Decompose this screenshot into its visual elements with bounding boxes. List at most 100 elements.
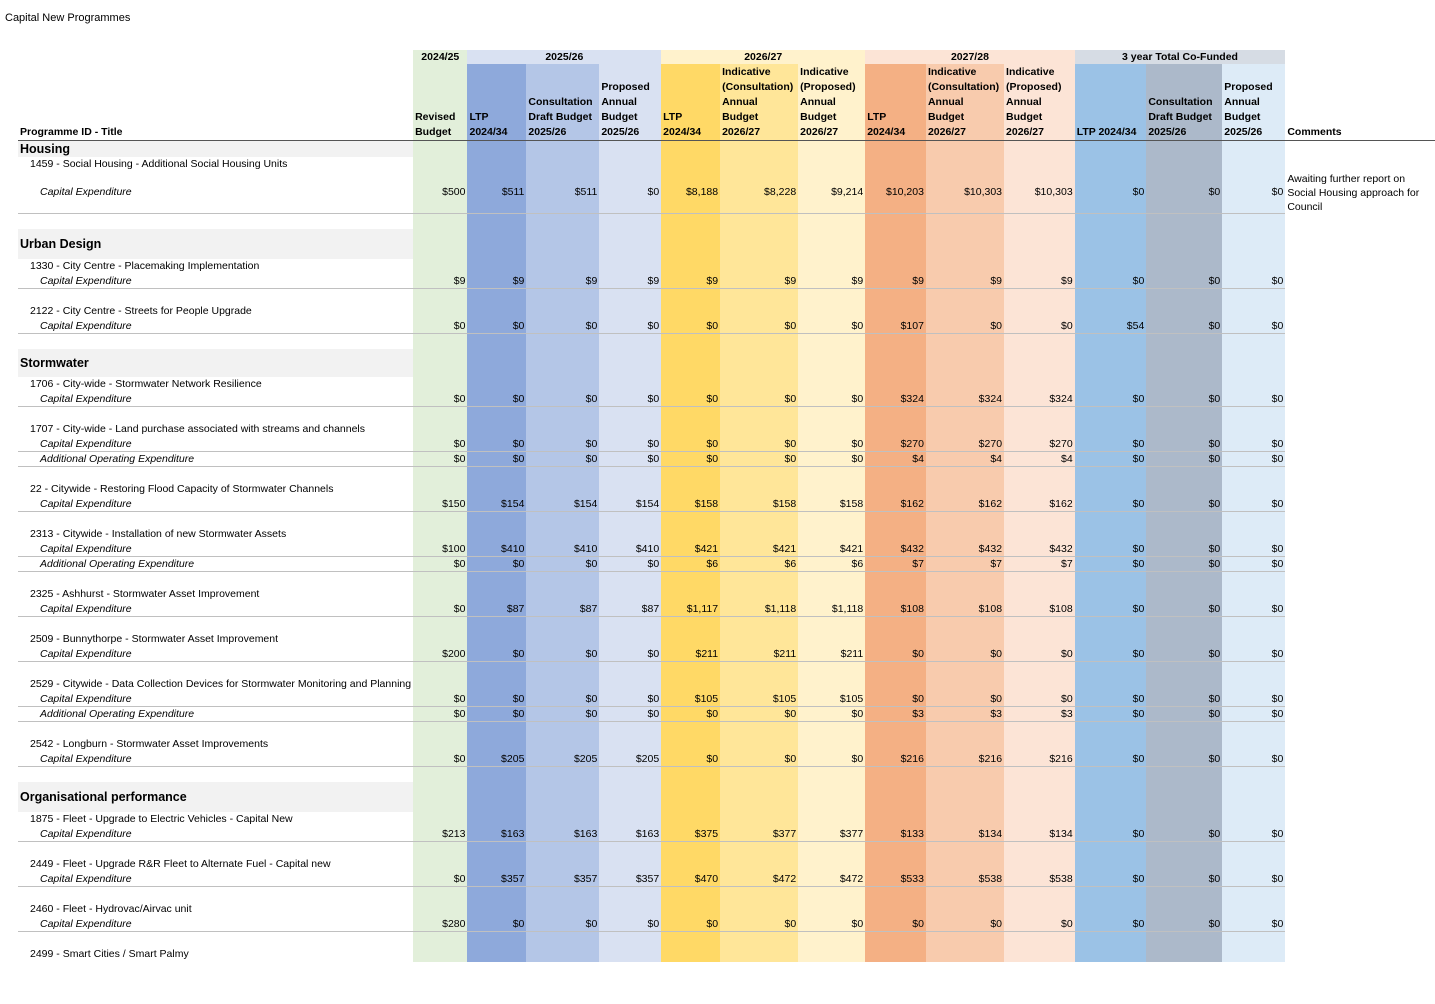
empty-cell [1285,707,1435,722]
value-cell: $0 [1146,706,1223,722]
value-cell: $472 [798,871,866,887]
empty-cell [661,946,721,962]
value-cell: $163 [467,826,527,842]
value-cell: $0 [1074,871,1147,887]
line-item-label: Capital Expenditure [18,171,414,214]
value-cell: $87 [599,601,662,617]
empty-cell [661,736,721,752]
programme-row: 2122 - City Centre - Streets for People … [18,303,1435,319]
value-cell: $87 [526,601,600,617]
empty-cell [661,661,721,677]
value-cell: $0 [599,451,662,467]
empty-cell [925,676,1005,692]
empty-cell [1285,319,1435,334]
empty-cell [798,586,866,602]
value-cell: $324 [925,391,1005,407]
empty-cell [925,258,1005,274]
value-cell: $0 [467,691,527,707]
spacer-row [18,841,1435,857]
empty-cell [1222,571,1286,587]
programme-title: 2529 - Citywide - Data Collection Device… [30,678,412,690]
value-cell: $8,188 [661,171,721,214]
empty-cell [467,586,527,602]
empty-cell [1222,901,1286,917]
empty-cell [661,348,721,377]
value-cell: $0 [1146,273,1223,289]
empty-cell [1285,467,1435,482]
value-cell: $0 [413,436,468,452]
value-cell: $87 [467,601,527,617]
value-cell: $0 [413,318,468,334]
empty-cell [1004,586,1075,602]
value-cell: $0 [467,318,527,334]
empty-cell [526,406,600,422]
empty-cell [661,886,721,902]
section-title: Organisational performance [18,781,414,812]
line-item-label: Capital Expenditure [18,916,414,932]
empty-cell [798,348,866,377]
empty-cell [1222,886,1286,902]
empty-cell [1285,407,1435,422]
value-cell: $9,214 [798,171,866,214]
empty-cell [1004,466,1075,482]
empty-cell [1146,526,1223,542]
value-cell: $9 [720,273,799,289]
empty-cell [526,511,600,527]
empty-cell [1285,902,1435,917]
empty-cell [1146,586,1223,602]
empty-cell [1074,228,1147,259]
empty-cell [798,140,866,157]
empty-cell [865,228,926,259]
value-cell: $0 [798,436,866,452]
empty-cell [865,258,926,274]
value-cell: $0 [661,706,721,722]
spacer-row [18,333,1435,349]
value-cell: $0 [1222,691,1286,707]
empty-cell [1222,156,1286,172]
empty-cell [1222,781,1286,812]
empty-cell [467,258,527,274]
value-cell: $54 [1074,318,1147,334]
programme-row: 2529 - Citywide - Data Collection Device… [18,676,1435,692]
empty-cell [865,156,926,172]
empty-cell [1285,349,1435,377]
empty-cell [925,586,1005,602]
value-cell: $0 [1222,706,1286,722]
value-cell: $0 [599,436,662,452]
empty-cell [720,156,799,172]
empty-cell [413,721,468,737]
empty-cell [1285,647,1435,662]
empty-cell [661,781,721,812]
empty-cell [798,931,866,947]
empty-cell [467,406,527,422]
value-cell: $270 [865,436,926,452]
table-row: Capital Expenditure $0 $87 $87 $87 $1,117 $1,1… [18,601,1435,617]
empty-cell [1074,676,1147,692]
empty-cell [1146,571,1223,587]
empty-cell [798,288,866,304]
value-cell: $324 [865,391,926,407]
value-cell: $8,228 [720,171,799,214]
programme-title: 1330 - City Centre - Placemaking Impleme… [30,260,260,272]
empty-cell [1285,572,1435,587]
empty-cell [865,333,926,349]
empty-cell [599,258,662,274]
empty-cell [720,140,799,157]
empty-cell [1146,616,1223,632]
empty-cell [413,571,468,587]
empty-cell [18,289,413,304]
empty-cell [413,421,468,437]
empty-cell [1146,333,1223,349]
value-cell: $0 [1074,451,1147,467]
empty-cell [599,481,662,497]
empty-cell [798,736,866,752]
value-cell: $0 [720,751,799,767]
empty-cell [467,616,527,632]
empty-cell [925,661,1005,677]
value-cell: $432 [925,541,1005,557]
value-cell: $0 [1146,826,1223,842]
empty-cell [798,228,866,259]
empty-cell [925,721,1005,737]
empty-cell [720,511,799,527]
value-cell: $0 [720,436,799,452]
